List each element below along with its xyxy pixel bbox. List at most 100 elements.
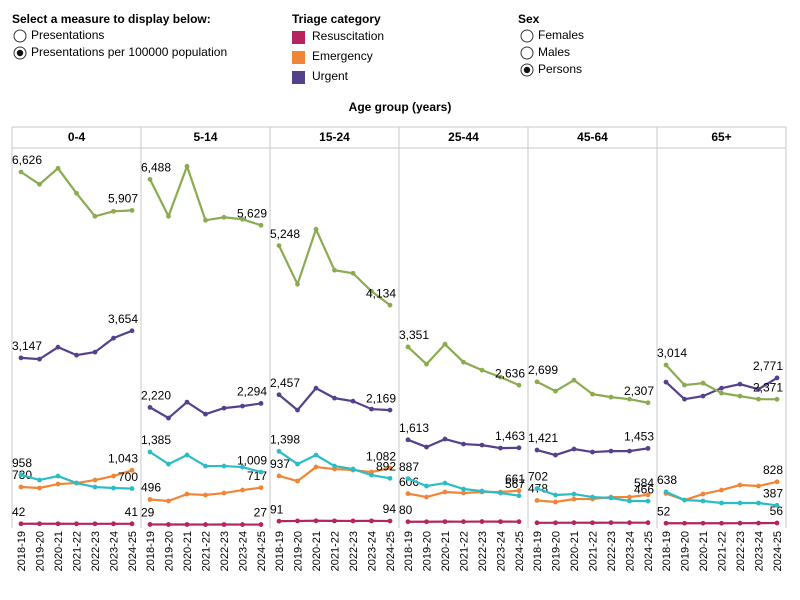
data-label: 4,134 xyxy=(366,286,396,300)
data-point xyxy=(682,396,687,402)
data-label: 1,009 xyxy=(237,453,267,467)
data-label: 80 xyxy=(399,503,413,517)
radio-label[interactable]: Females xyxy=(538,28,584,42)
x-tick-label: 2018-19 xyxy=(532,531,544,571)
legend-swatch xyxy=(292,71,305,84)
x-tick-label: 2018-19 xyxy=(661,531,673,571)
data-point xyxy=(203,217,208,223)
data-point xyxy=(258,222,264,228)
data-label: 42 xyxy=(12,505,26,519)
data-point xyxy=(774,396,780,402)
data-point xyxy=(479,367,485,373)
x-tick-label: 2021-22 xyxy=(71,531,83,571)
data-point xyxy=(700,520,706,526)
radio-button[interactable] xyxy=(520,46,534,60)
data-point xyxy=(37,477,42,483)
x-tick-label: 2023-24 xyxy=(624,531,636,571)
data-point xyxy=(74,521,79,527)
data-point xyxy=(240,403,245,409)
x-tick-label: 2020-21 xyxy=(698,531,710,571)
data-point xyxy=(129,521,135,527)
data-point xyxy=(571,491,577,497)
data-point xyxy=(756,483,761,489)
data-point xyxy=(498,519,503,525)
data-point xyxy=(498,445,503,451)
data-point xyxy=(295,478,300,484)
data-point xyxy=(498,490,503,496)
data-point xyxy=(18,484,24,490)
data-point xyxy=(553,499,558,505)
data-point xyxy=(627,396,632,402)
x-tick-label: 2023-24 xyxy=(108,531,120,571)
data-label: 2,636 xyxy=(495,366,525,380)
chart-title: Age group (years) xyxy=(349,100,452,114)
radio-button[interactable] xyxy=(520,29,534,43)
data-label: 3,147 xyxy=(12,339,42,353)
data-point xyxy=(516,445,522,451)
data-label: 2,771 xyxy=(753,359,783,373)
data-label: 2,169 xyxy=(366,391,396,405)
data-label: 2,371 xyxy=(753,380,783,394)
data-label: 94 xyxy=(383,502,397,516)
data-point xyxy=(645,492,651,498)
data-point xyxy=(92,521,98,527)
data-point xyxy=(92,477,98,483)
data-point xyxy=(442,480,448,486)
data-point xyxy=(645,445,651,451)
radio-label[interactable]: Presentations per 100000 population xyxy=(31,45,227,59)
data-point xyxy=(387,302,393,308)
panel-title: 5-14 xyxy=(193,130,217,144)
data-point xyxy=(424,483,429,489)
radio-label[interactable]: Males xyxy=(538,45,570,59)
data-label: 52 xyxy=(657,504,671,518)
data-point xyxy=(590,520,595,526)
data-label: 2,307 xyxy=(624,384,654,398)
data-point xyxy=(534,486,540,491)
x-tick-label: 2020-21 xyxy=(569,531,581,571)
data-label: 387 xyxy=(763,486,783,500)
data-point xyxy=(442,519,448,525)
data-label: 466 xyxy=(634,482,654,496)
data-point xyxy=(534,447,540,453)
sex-label: Sex xyxy=(518,12,540,26)
data-point xyxy=(424,444,429,450)
data-point xyxy=(498,374,503,380)
data-point xyxy=(221,522,227,527)
data-point xyxy=(74,190,79,196)
data-point xyxy=(479,442,485,448)
x-tick-label: 2018-19 xyxy=(145,531,157,571)
data-point xyxy=(37,485,42,491)
data-label: 3,351 xyxy=(399,328,429,342)
x-tick-label: 2021-22 xyxy=(329,531,341,571)
radio-label[interactable]: Presentations xyxy=(31,28,104,42)
data-point xyxy=(258,401,264,406)
data-point xyxy=(276,243,282,249)
panel-title: 65+ xyxy=(711,130,731,144)
data-point xyxy=(756,386,761,392)
x-tick-label: 2022-23 xyxy=(90,531,102,571)
data-point xyxy=(737,393,743,399)
data-label: 91 xyxy=(270,502,284,516)
data-point xyxy=(111,335,116,341)
radio-label[interactable]: Persons xyxy=(538,62,582,76)
x-tick-label: 2018-19 xyxy=(403,531,415,571)
data-label: 2,699 xyxy=(528,363,558,377)
data-point xyxy=(111,485,116,491)
data-point xyxy=(313,452,319,458)
data-point xyxy=(719,487,724,493)
data-point xyxy=(258,485,264,491)
data-point xyxy=(18,472,24,478)
data-point xyxy=(332,518,337,524)
data-point xyxy=(461,490,466,496)
data-point xyxy=(571,446,577,452)
data-label: 1,463 xyxy=(495,429,525,443)
x-tick-label: 2019-20 xyxy=(679,531,691,571)
data-point xyxy=(111,473,116,479)
data-point xyxy=(350,270,356,276)
data-point xyxy=(332,463,337,469)
data-point xyxy=(534,498,540,503)
data-point xyxy=(424,361,429,367)
radio-button[interactable] xyxy=(13,29,27,43)
data-point xyxy=(313,385,319,391)
data-label: 6,488 xyxy=(141,161,171,175)
